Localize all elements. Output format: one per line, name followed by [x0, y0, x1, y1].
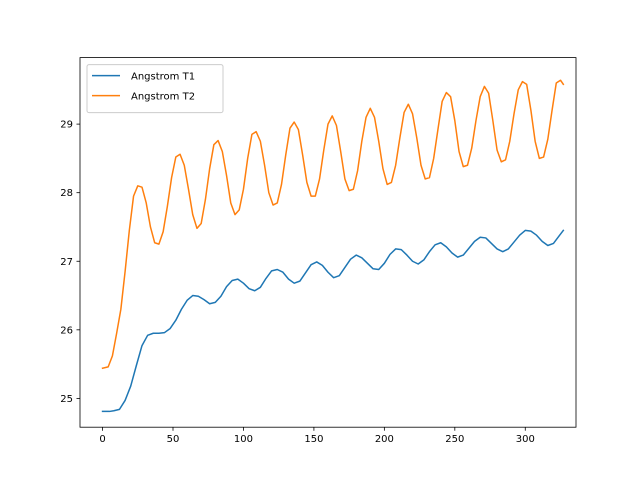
y-tick-label: 28	[60, 188, 73, 199]
y-tick-label: 27	[60, 257, 73, 268]
x-tick-label: 250	[445, 434, 464, 445]
series-line-1	[101, 229, 565, 413]
legend: Angstrom T1 Angstrom T2	[86, 64, 224, 114]
y-tick-label: 25	[60, 394, 73, 405]
x-tick-label: 50	[167, 434, 180, 445]
y-axis: 25 26 27 28 29	[60, 120, 80, 405]
x-tick-label: 200	[375, 434, 394, 445]
x-tick-label: 150	[304, 434, 323, 445]
y-tick-label: 29	[60, 120, 73, 131]
x-axis: 0 50 100 150 200 250 300	[99, 427, 535, 445]
y-tick-label: 26	[60, 325, 73, 336]
legend-label-2: Angstrom T2	[131, 92, 195, 103]
series-layer	[101, 79, 565, 413]
x-tick-label: 100	[234, 434, 253, 445]
x-tick-label: 0	[99, 434, 105, 445]
plot-frame	[79, 57, 577, 428]
series-line-2	[101, 79, 565, 370]
legend-label-1: Angstrom T1	[131, 72, 195, 83]
x-tick-label: 300	[516, 434, 535, 445]
legend-box	[86, 64, 224, 114]
